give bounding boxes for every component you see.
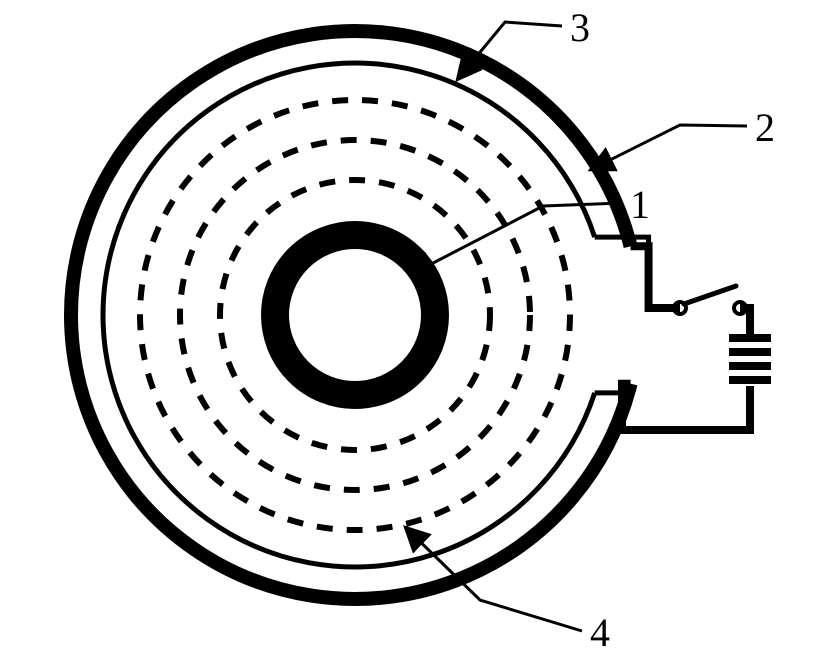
- wire-top: [631, 246, 680, 308]
- dashed-circle-3: [140, 100, 570, 530]
- dashed-circle-1: [220, 180, 490, 450]
- callout-label-4: 4: [590, 613, 610, 653]
- switch-arm: [684, 286, 736, 304]
- callout-label-1: 1: [630, 185, 650, 225]
- callout-line-4: [405, 527, 582, 631]
- outer-arc: [71, 31, 631, 599]
- callout-label-2: 2: [755, 108, 775, 148]
- dashed-circle-2: [180, 140, 530, 490]
- callout-line-2: [590, 125, 747, 170]
- wire-return: [622, 384, 750, 430]
- inner-ring: [275, 235, 435, 395]
- diagram-svg: [0, 0, 837, 634]
- diagram-container: 1234: [0, 0, 837, 634]
- callout-label-3: 3: [570, 8, 590, 48]
